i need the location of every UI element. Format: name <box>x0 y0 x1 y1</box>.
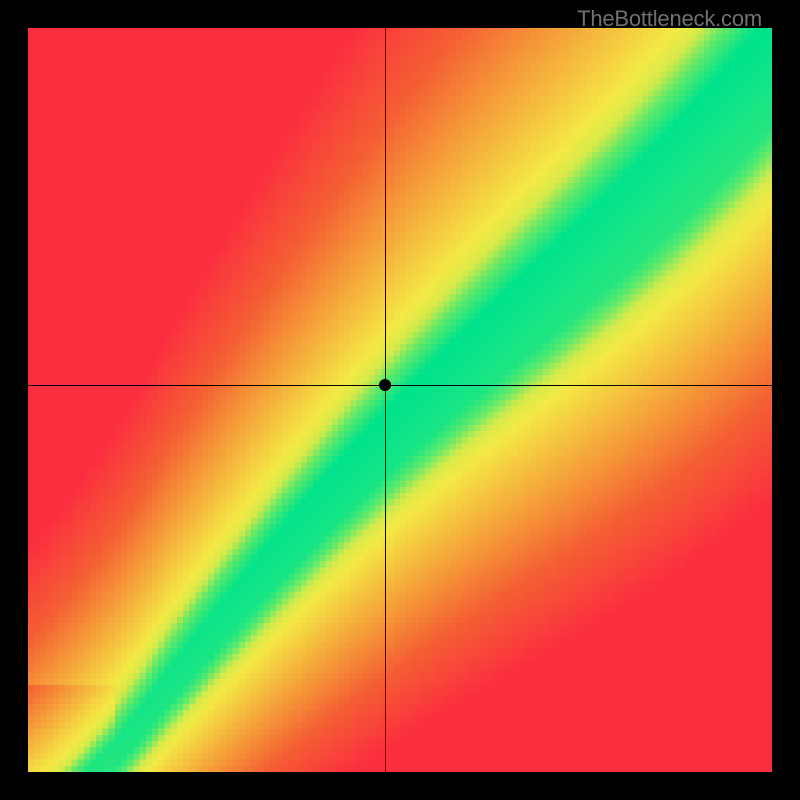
heatmap-canvas <box>28 28 772 772</box>
plot-area <box>28 28 772 772</box>
crosshair-horizontal <box>28 385 772 386</box>
heatmap-canvas-wrap <box>28 28 772 772</box>
crosshair-vertical <box>385 28 386 772</box>
watermark-text: TheBottleneck.com <box>569 2 770 34</box>
